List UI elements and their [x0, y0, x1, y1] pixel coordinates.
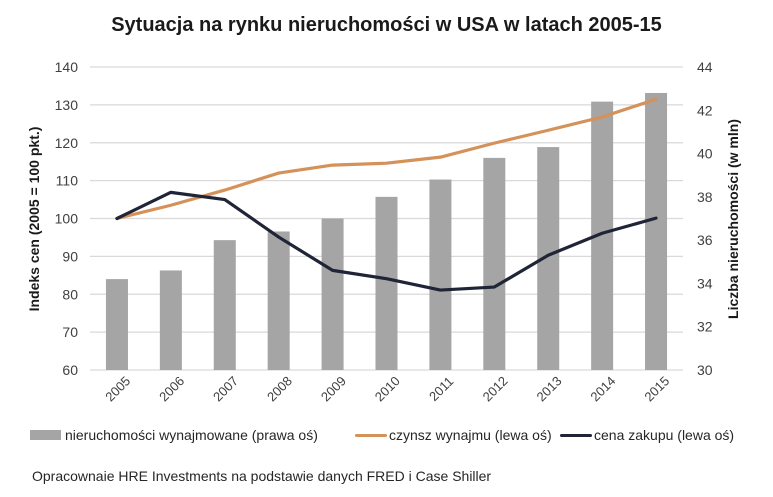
x-axis-ticks: 2005 2006 2007 2008 2009 2010 2011 2012 2013 2014… [102, 373, 672, 404]
bar-2007 [213, 240, 236, 370]
x-tick-label: 2009 [318, 373, 349, 404]
left-tick-label: 130 [55, 97, 79, 113]
bar-swatch-icon [30, 430, 61, 440]
legend-item-price: cena zakupu (lewa oś) [560, 427, 734, 443]
line-swatch-icon [355, 433, 387, 437]
left-tick-label: 110 [56, 173, 79, 189]
legend: nieruchomości wynajmowane (prawa oś) czy… [30, 427, 770, 449]
x-tick-label: 2010 [372, 373, 403, 404]
x-tick-label: 2014 [587, 373, 618, 404]
x-tick-label: 2013 [534, 373, 565, 404]
legend-label: nieruchomości wynajmowane (prawa oś) [65, 427, 318, 443]
bar-2008 [267, 231, 290, 370]
bar-2010 [375, 196, 398, 370]
bar-2012 [483, 157, 506, 370]
right-tick-label: 42 [697, 102, 713, 118]
left-axis-title: Indeks cen (2005 = 100 pkt.) [26, 127, 42, 312]
chart-title: Sytuacja na rynku nieruchomości w USA w … [111, 14, 662, 36]
price-line [115, 190, 658, 292]
legend-item-rented: nieruchomości wynajmowane (prawa oś) [30, 427, 318, 443]
bar-2011 [429, 179, 452, 370]
right-tick-label: 34 [697, 275, 713, 291]
right-tick-label: 40 [697, 146, 713, 162]
bar-2013 [537, 147, 560, 370]
right-tick-label: 44 [697, 59, 713, 75]
legend-label: czynsz wynajmu (lewa oś) [389, 427, 552, 443]
left-tick-label: 120 [55, 135, 79, 151]
line-series [115, 97, 658, 292]
right-tick-label: 38 [697, 189, 713, 205]
right-tick-label: 32 [697, 319, 713, 335]
x-tick-label: 2005 [102, 373, 133, 404]
x-tick-label: 2015 [641, 373, 672, 404]
bar-2005 [105, 279, 128, 370]
right-tick-label: 36 [697, 232, 713, 248]
left-tick-label: 140 [55, 59, 79, 75]
left-tick-label: 60 [62, 362, 78, 378]
x-tick-label: 2011 [426, 374, 456, 404]
bar-2015 [645, 92, 668, 370]
x-tick-label: 2007 [210, 373, 241, 404]
line-swatch-icon [560, 433, 592, 437]
source-note: Opracownaie HRE Investments na podstawie… [32, 468, 492, 484]
bar-2009 [321, 218, 344, 370]
legend-label: cena zakupu (lewa oś) [594, 427, 735, 443]
rent-line [115, 97, 658, 221]
x-tick-label: 2012 [480, 373, 511, 404]
left-tick-label: 80 [62, 286, 78, 302]
legend-item-rent: czynsz wynajmu (lewa oś) [355, 427, 552, 443]
x-tick-label: 2006 [156, 373, 187, 404]
left-tick-label: 100 [55, 211, 79, 227]
right-axis-title: Liczba nieruchomości (w mln) [725, 119, 741, 319]
bar-2014 [591, 101, 614, 370]
bar-series-rented-properties [105, 92, 668, 370]
left-tick-label: 90 [62, 248, 78, 264]
left-tick-label: 70 [62, 324, 78, 340]
left-axis-ticks: 60 70 80 90 100 110 120 130 140 [55, 59, 79, 378]
right-tick-label: 30 [697, 362, 713, 378]
bar-2006 [159, 270, 182, 370]
x-tick-label: 2008 [264, 373, 295, 404]
right-axis-ticks: 30 32 34 36 38 40 42 44 [697, 59, 713, 378]
